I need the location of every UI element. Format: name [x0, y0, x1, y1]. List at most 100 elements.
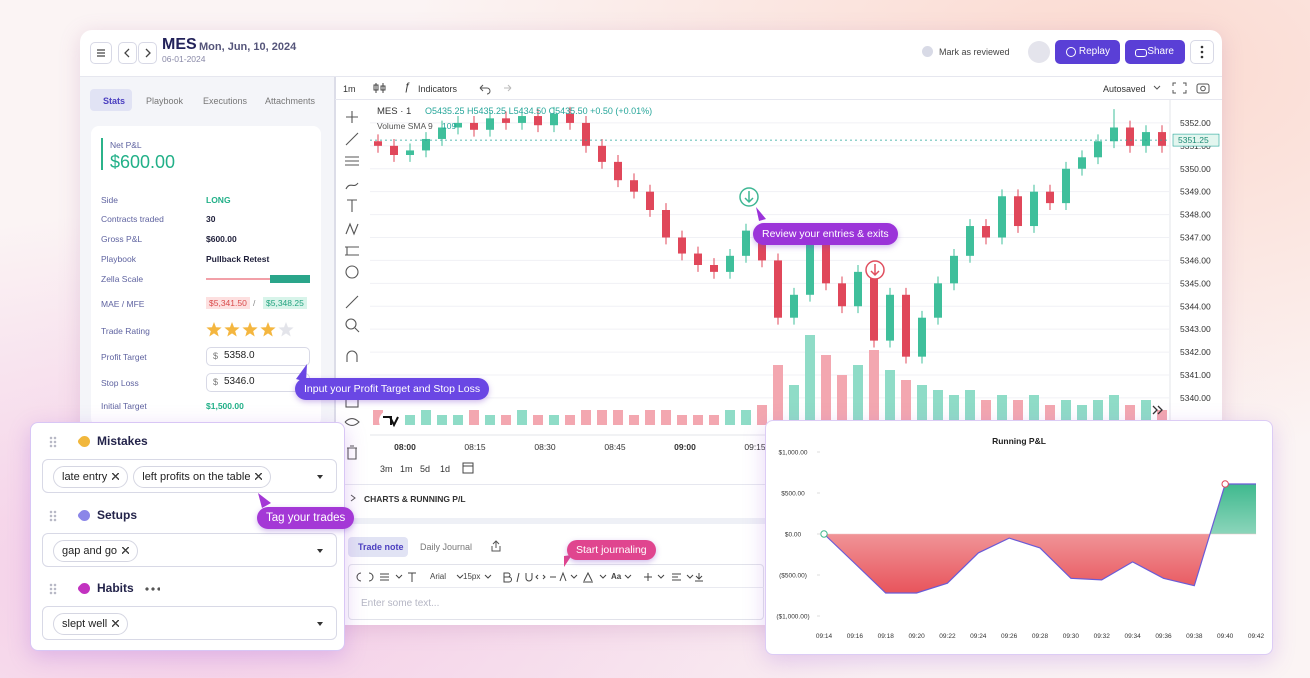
section-title[interactable]: CHARTS & RUNNING P/L	[364, 494, 466, 504]
profit-target[interactable]: 5358.0	[224, 350, 255, 361]
menu-button[interactable]	[90, 42, 112, 64]
callout-pointer	[258, 493, 271, 508]
candle-body	[886, 294, 894, 341]
candle-body	[422, 138, 430, 151]
volume-bar	[933, 390, 943, 425]
font-family[interactable]: Arial	[430, 572, 447, 581]
tag-remove[interactable]	[112, 620, 120, 627]
editor-toolbar[interactable]	[354, 570, 764, 584]
entry-marker[interactable]	[739, 187, 759, 207]
y-tick-label: 5348.00	[1180, 210, 1211, 220]
candle-body	[998, 196, 1006, 238]
candle-body	[742, 230, 750, 256]
scroll-right[interactable]	[1152, 405, 1163, 415]
range-button[interactable]: 1m	[400, 464, 413, 474]
stat-label: Profit Target	[101, 352, 147, 362]
upload-icon[interactable]	[489, 539, 503, 553]
candle-body	[982, 226, 990, 238]
exit-marker	[1221, 480, 1229, 488]
replay-button[interactable]: Replay	[1055, 40, 1120, 64]
candle-body	[694, 253, 702, 265]
tag-remove[interactable]	[112, 473, 120, 480]
candle-type-icon[interactable]	[372, 81, 388, 95]
volume-bar	[1061, 400, 1071, 425]
drawing-tools[interactable]	[337, 102, 367, 467]
editor[interactable]	[348, 564, 764, 620]
chart-actions[interactable]	[1152, 81, 1216, 95]
autosaved[interactable]: Autosaved	[1103, 84, 1146, 94]
range-button[interactable]: 1d	[440, 464, 450, 474]
volume-bar	[885, 370, 895, 425]
x-tick-label: 09:34	[1124, 633, 1141, 640]
share-icon	[1135, 49, 1147, 57]
profit-target-input[interactable]	[206, 347, 310, 366]
interval[interactable]: 1m	[343, 84, 356, 94]
prev-button[interactable]	[118, 42, 137, 64]
tag-remove[interactable]	[122, 546, 130, 554]
review-check[interactable]	[922, 46, 933, 57]
tab[interactable]: Playbook	[146, 96, 184, 106]
net-pnl-label: Net P&L	[110, 140, 142, 150]
stop-loss[interactable]: 5346.0	[224, 376, 255, 387]
tab[interactable]: Stats	[103, 96, 126, 106]
stat-label: Contracts traded	[101, 214, 164, 224]
journal-tab[interactable]: Trade note	[358, 542, 404, 552]
tag-select[interactable]: late entry left profits on the table	[42, 459, 337, 493]
exit-marker[interactable]	[865, 260, 885, 280]
star	[242, 322, 258, 337]
x-tick-label: 09:28	[1032, 633, 1049, 640]
y-tick-label: 5350.00	[1180, 164, 1211, 174]
callout: Start journaling	[567, 540, 656, 560]
volume-bar	[597, 410, 607, 425]
volume-bar	[405, 415, 415, 425]
candle-body	[406, 150, 414, 155]
rating-stars[interactable]	[204, 320, 304, 340]
indicators[interactable]: Indicators	[418, 84, 458, 94]
more-icon	[1200, 45, 1204, 59]
text-case[interactable]: Aa	[611, 572, 622, 581]
date-range-icon[interactable]	[462, 462, 474, 474]
tab[interactable]: Executions	[203, 96, 248, 106]
stat-value: LONG	[206, 195, 231, 205]
mark-reviewed[interactable]: Mark as reviewed	[939, 47, 1010, 57]
zella-fill	[270, 275, 310, 283]
range-button[interactable]: 3m	[380, 464, 393, 474]
tab[interactable]: Attachments	[265, 96, 316, 106]
tab-active-bg	[348, 537, 408, 557]
tag-chip: gap and go	[53, 539, 139, 562]
font-size[interactable]: 15px	[463, 572, 481, 581]
tag-select[interactable]: gap and go	[42, 532, 337, 567]
tag-remove[interactable]	[255, 473, 263, 480]
volume-bar	[629, 415, 639, 425]
star	[278, 322, 294, 337]
volume-bar	[453, 415, 463, 425]
expand-icon[interactable]	[348, 493, 358, 503]
tag-select[interactable]: slept well	[42, 606, 337, 640]
ohlc-legend: O5435.25 H5435.25 L5434.50 C5435.50 +0.5…	[425, 106, 652, 116]
range-button[interactable]: 5d	[420, 464, 430, 474]
next-button[interactable]	[138, 42, 157, 64]
y-tick-label: $500.00	[781, 491, 805, 498]
stat-label: Zella Scale	[101, 274, 144, 284]
stat-label: Trade Rating	[101, 326, 150, 336]
undo-redo[interactable]	[476, 81, 516, 95]
candle-body	[486, 118, 494, 130]
stat-value[interactable]: Pullback Retest	[206, 254, 270, 264]
volume-bar	[917, 385, 927, 425]
volume-bar	[709, 415, 719, 425]
volume-bar	[1045, 405, 1055, 425]
tag-text: late entry	[62, 471, 108, 483]
editor-placeholder[interactable]: Enter some text...	[361, 598, 440, 609]
candle-body	[1030, 191, 1038, 227]
mae-mfe-sep: /	[253, 298, 256, 308]
volume-bar	[485, 415, 495, 425]
candle-body	[1094, 141, 1102, 158]
tab-active-bg	[90, 89, 132, 111]
journal-tab[interactable]: Daily Journal	[420, 542, 473, 552]
share-button[interactable]: Share	[1125, 40, 1185, 64]
y-tick-label: ($500.00)	[779, 573, 807, 580]
avatar[interactable]	[1028, 41, 1050, 63]
callout-pointer	[296, 364, 307, 382]
volume-bar	[1013, 400, 1023, 425]
more-button[interactable]	[1190, 40, 1214, 64]
